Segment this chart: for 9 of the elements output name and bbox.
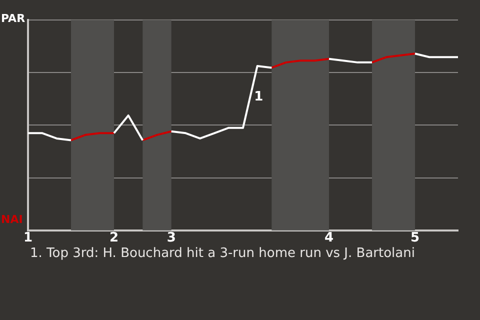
x-tick-label: 1: [23, 230, 33, 246]
x-tick-label: 3: [166, 230, 176, 246]
x-tick-label: 2: [109, 230, 119, 246]
x-tick-label: 4: [324, 230, 334, 246]
text: 1. Top 3rd: H. Bouchard hit a 3-run home run vs J. Bartolani: [30, 246, 416, 261]
x-tick-label: 5: [410, 230, 420, 246]
annotation: 1: [254, 89, 264, 104]
text: PAR: [1, 12, 26, 25]
text: NAI: [1, 213, 23, 226]
